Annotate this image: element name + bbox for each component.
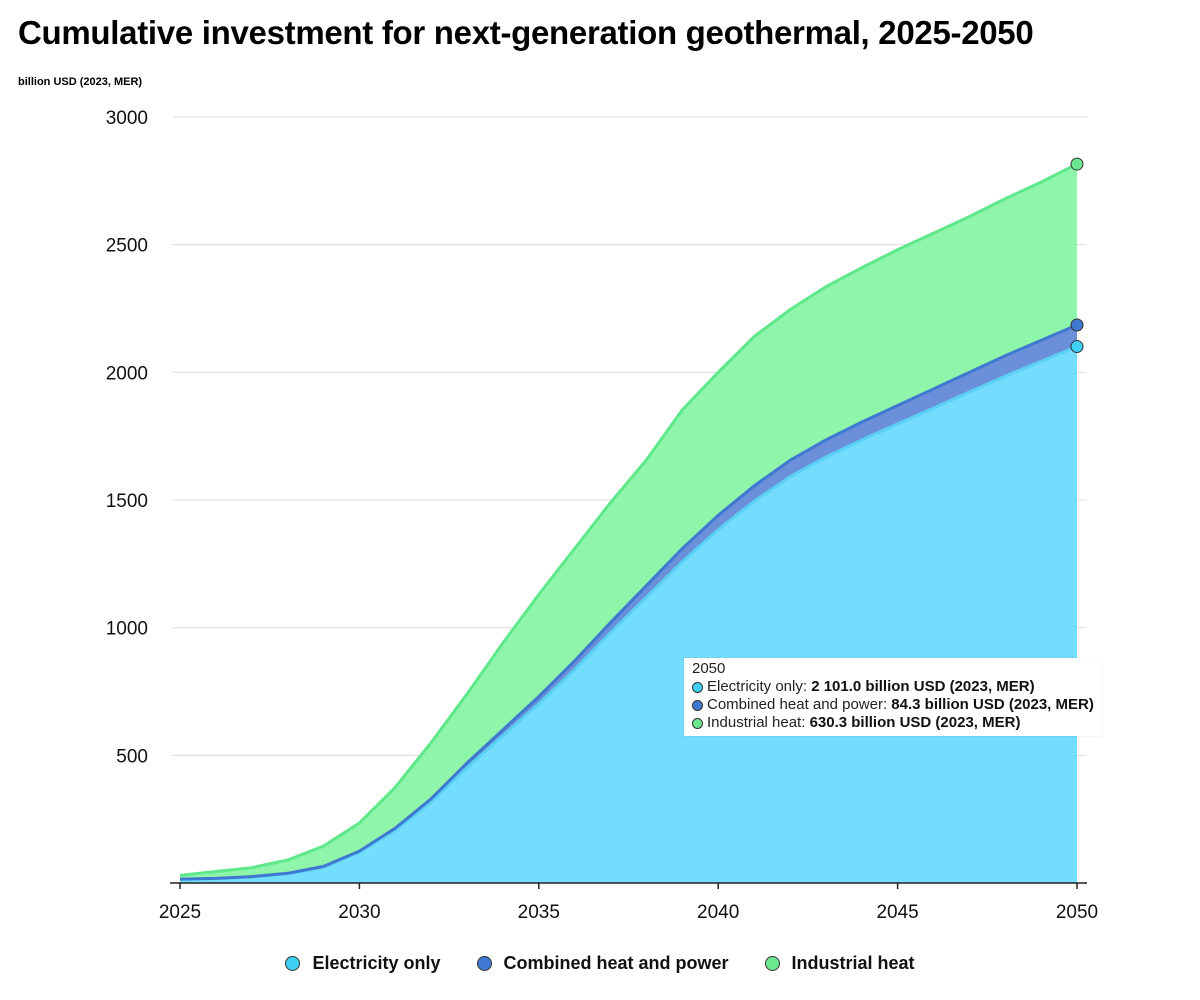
tooltip-value: 630.3 billion USD (2023, MER) — [809, 714, 1021, 731]
chp-dot-icon — [692, 699, 703, 711]
tooltip: 2050 Electricity only: 2 101.0 billion U… — [684, 658, 1102, 736]
legend-label: Industrial heat — [791, 953, 915, 973]
legend-item-industrial[interactable]: Industrial heat — [764, 953, 915, 974]
line-combined-heat-and-power — [179, 323, 1078, 881]
y-tick-label: 1500 — [106, 491, 148, 512]
x-tick-label: 2050 — [1056, 902, 1098, 923]
area-combined-heat-and-power — [180, 325, 1077, 880]
y-axis-unit-label: billion USD (2023, MER) — [18, 76, 143, 88]
electricity-dot-icon — [285, 956, 301, 971]
end-marker-industrial-heat — [1070, 157, 1084, 171]
legend-label: Electricity only — [312, 953, 441, 973]
end-marker-electricity-only — [1070, 340, 1084, 354]
x-tick-label: 2025 — [159, 902, 201, 923]
y-tick-label: 500 — [116, 746, 148, 767]
tooltip-label: Combined heat and power: — [707, 696, 892, 713]
end-marker-combined-heat-and-power — [1070, 318, 1084, 332]
x-tick-label: 2035 — [518, 902, 560, 923]
area-industrial-heat — [180, 164, 1077, 880]
tooltip-label: Electricity only: — [707, 678, 812, 695]
tooltip-value: 2 101.0 billion USD (2023, MER) — [811, 678, 1035, 695]
industrial-dot-icon — [764, 956, 780, 971]
legend-item-electricity[interactable]: Electricity only — [285, 953, 441, 974]
x-tick-label: 2040 — [697, 902, 739, 923]
x-tick-label: 2045 — [876, 902, 918, 923]
y-tick-label: 2000 — [106, 363, 148, 384]
legend-label: Combined heat and power — [503, 953, 729, 973]
chp-dot-icon — [476, 956, 492, 971]
y-tick-label: 3000 — [106, 108, 148, 129]
chart-title: Cumulative investment for next-generatio… — [18, 14, 1034, 51]
legend-item-chp[interactable]: Combined heat and power — [476, 953, 729, 974]
tooltip-value: 84.3 billion USD (2023, MER) — [891, 696, 1094, 713]
tooltip-row-chp: Combined heat and power: 84.3 billion US… — [692, 696, 1094, 714]
tooltip-row-industrial: Industrial heat: 630.3 billion USD (2023… — [692, 714, 1094, 732]
legend: Electricity only Combined heat and power… — [0, 953, 1200, 974]
tooltip-label: Industrial heat: — [707, 714, 810, 731]
y-tick-label: 2500 — [106, 236, 148, 257]
y-tick-label: 1000 — [106, 619, 148, 640]
tooltip-row-electricity: Electricity only: 2 101.0 billion USD (2… — [692, 678, 1094, 696]
tooltip-year: 2050 — [692, 660, 726, 677]
electricity-dot-icon — [692, 681, 703, 693]
x-tick-label: 2030 — [338, 902, 380, 923]
line-industrial-heat — [179, 162, 1078, 877]
industrial-dot-icon — [692, 717, 703, 729]
